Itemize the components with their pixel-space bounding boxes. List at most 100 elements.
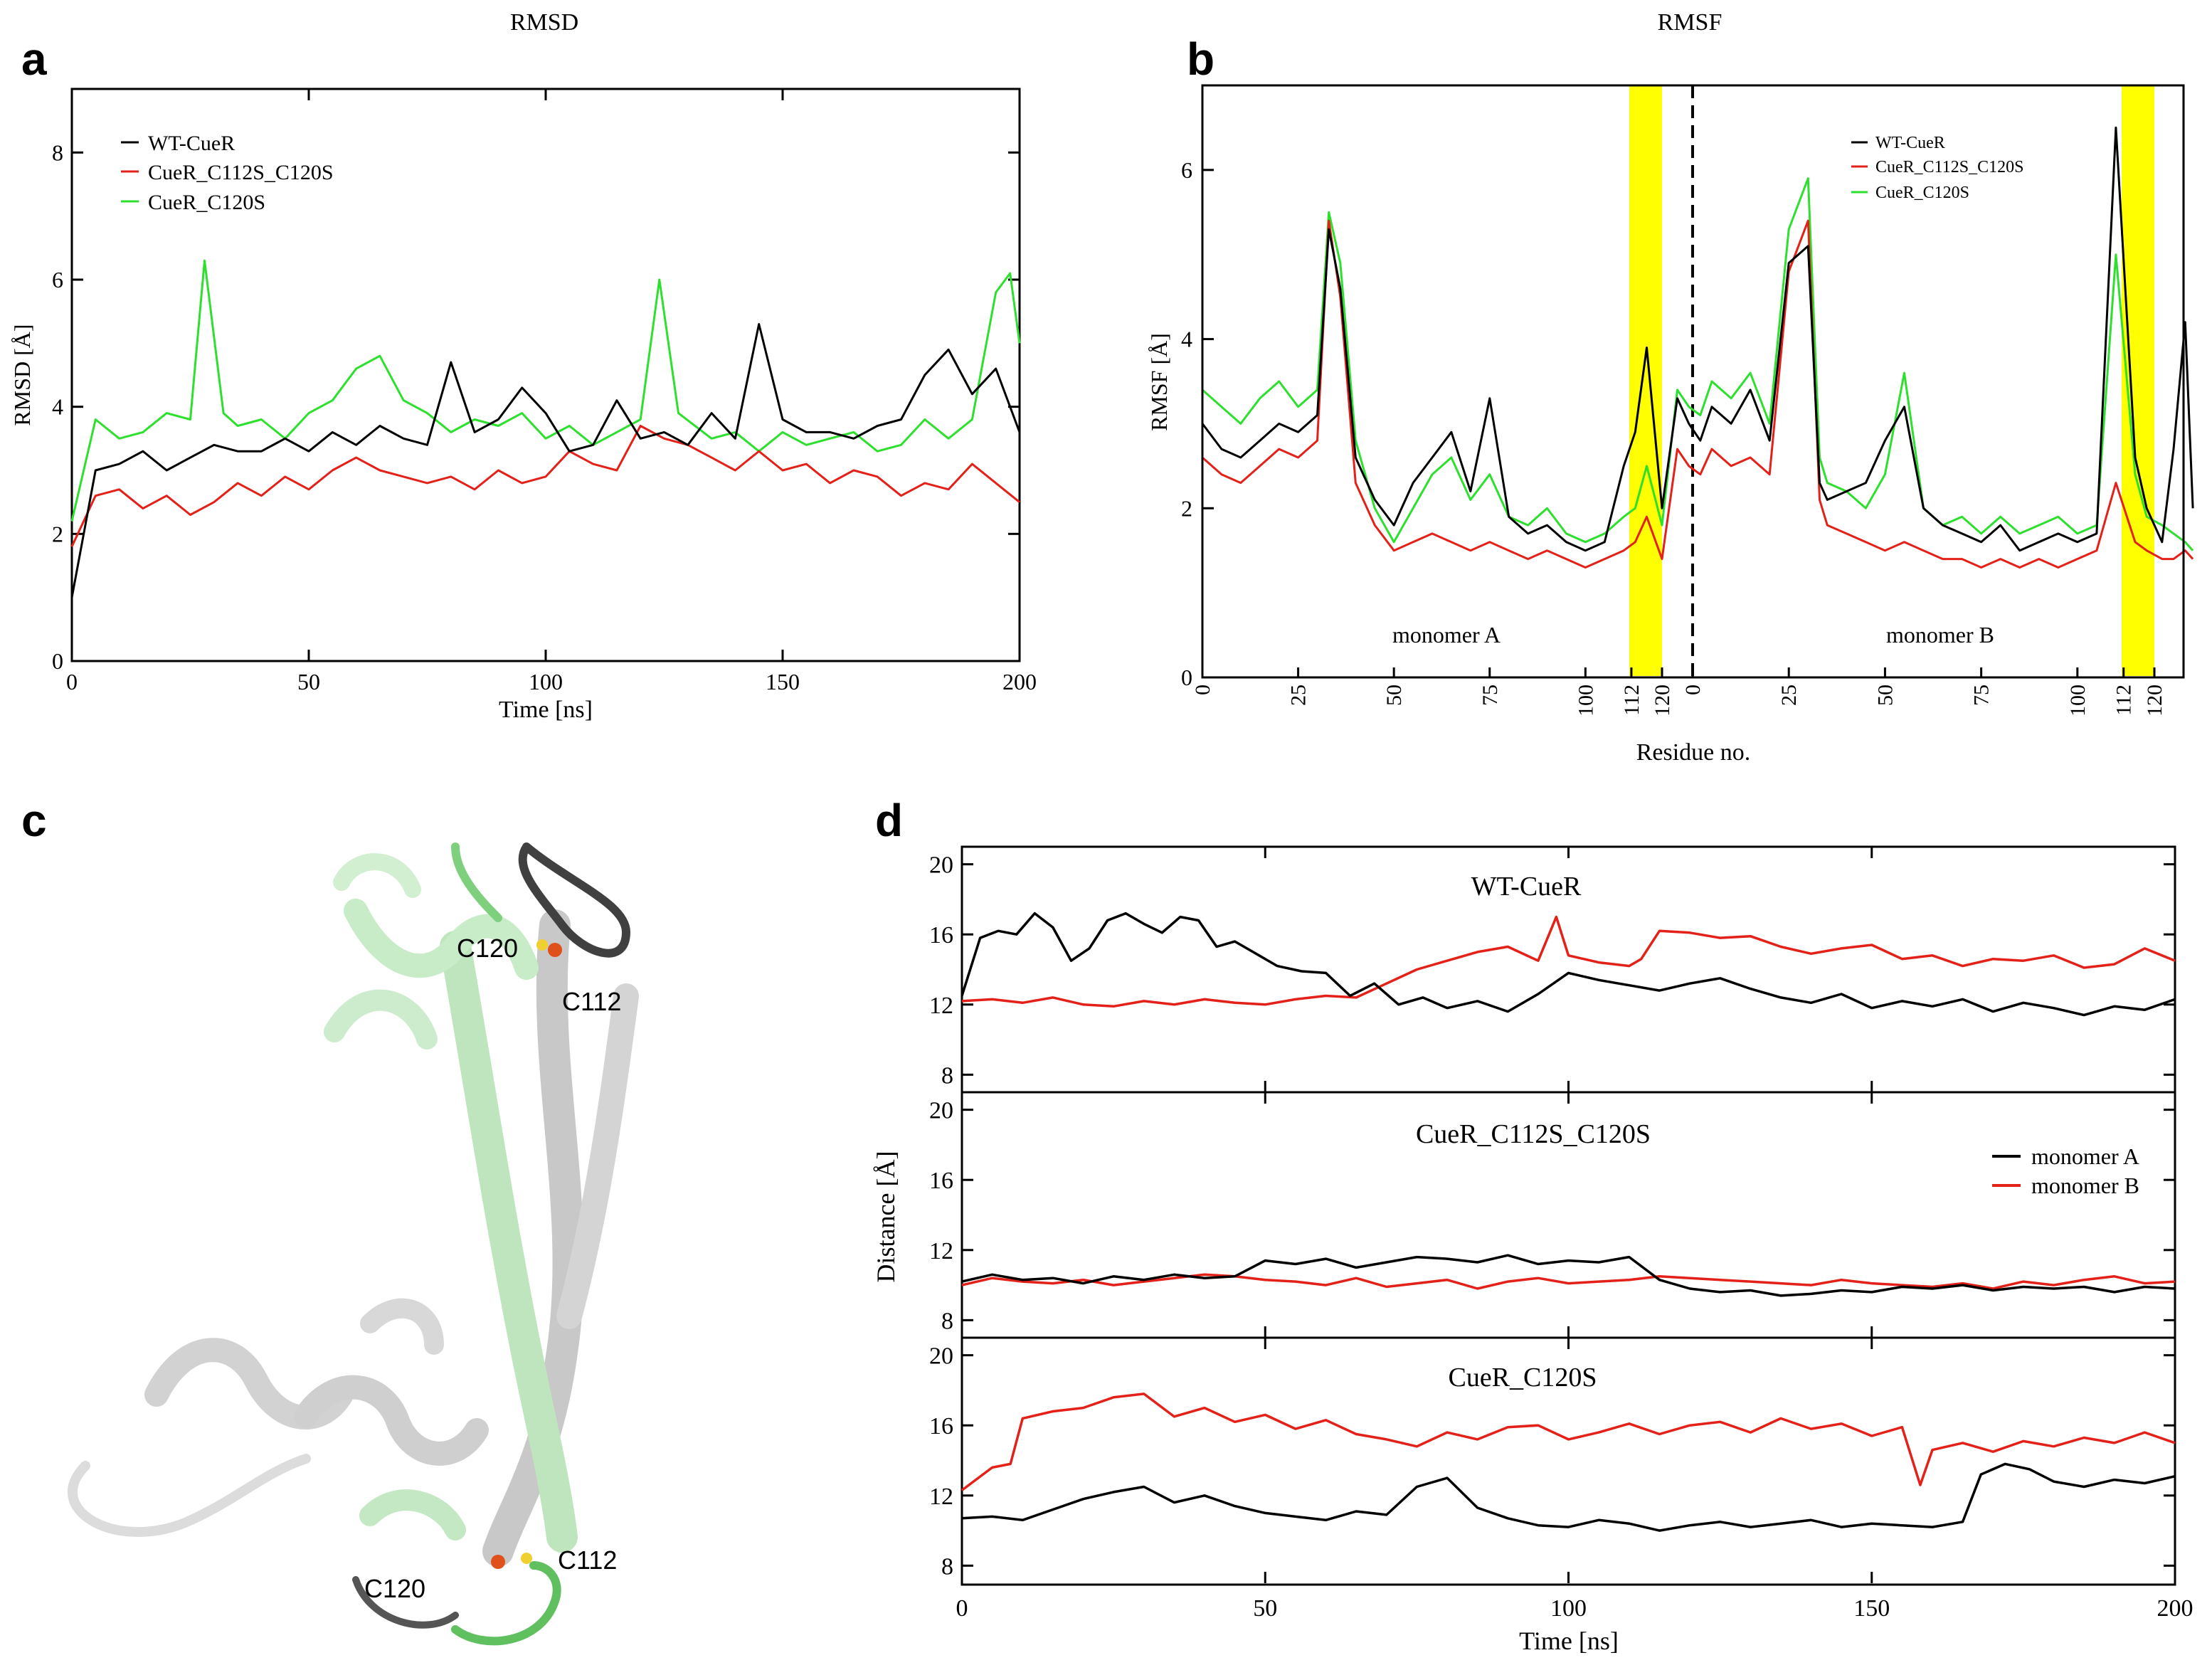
rmsd-ylabel: RMSD [Å] [9, 324, 35, 426]
y-tick-label: 8 [941, 1308, 953, 1334]
distance-xlabel: Time [ns] [1519, 1627, 1619, 1655]
distance-series-cuer-c120s-monomer-a [961, 1462, 2176, 1532]
y-tick-label: 8 [941, 1062, 953, 1089]
helix-grey-3 [360, 1298, 444, 1355]
legend-label-wt-cuer: WT-CueR [148, 132, 235, 155]
legend-label-c112s-c120s: CueR_C112S_C120S [1875, 158, 2024, 176]
legend-label-monomer-a: monomer A [2031, 1143, 2139, 1169]
rmsf-title: RMSF [1658, 9, 1722, 36]
distance-series-cuer-c112s-c120s-monomer-b [961, 1273, 2176, 1290]
x-tick-label: 50 [1253, 1595, 1277, 1622]
x-tick-label: 25 [1777, 685, 1801, 706]
rmsf-series-wt-cuer [1201, 126, 2194, 552]
helix-green-top [344, 899, 539, 980]
x-tick-label: 200 [1002, 669, 1037, 694]
y-tick-label: 16 [929, 922, 953, 948]
x-tick-label: 112 [2112, 685, 2136, 716]
y-tick-label: 20 [929, 1343, 953, 1370]
x-tick-label: 200 [2157, 1595, 2194, 1622]
helix-green-3 [333, 853, 421, 898]
helix-green-2 [324, 989, 438, 1050]
distance-series-cuer-c112s-c120s-monomer-a [961, 1254, 2176, 1297]
x-tick-label: 120 [1651, 685, 1674, 717]
x-tick-label: 150 [1853, 1595, 1890, 1622]
subplot-title-c120s: CueR_C120S [1448, 1363, 1597, 1392]
loop-grey-wing [67, 1454, 311, 1537]
panel-letter-d: d [875, 795, 903, 846]
copper-ion-bottom [491, 1555, 505, 1569]
loop-green-bottom [451, 1561, 561, 1646]
x-tick-label: 112 [1620, 685, 1644, 716]
x-tick-label: 50 [1382, 685, 1406, 706]
legend-label-monomer-b: monomer B [2031, 1173, 2139, 1198]
protein-structure-illustration [67, 842, 639, 1646]
distance-ylabel: Distance [Å] [872, 1151, 900, 1283]
x-tick-label: 0 [66, 669, 78, 694]
distance-series-wt-cuer-monomer-b [961, 915, 2176, 1008]
subplot-title-c112s-c120s: CueR_C112S_C120S [1416, 1119, 1651, 1149]
rmsd-legend: WT-CueR CueR_C112S_C120S CueR_C120S [121, 132, 334, 214]
y-tick-label: 16 [929, 1168, 953, 1194]
distance-series-wt-cuer-monomer-a [961, 911, 2176, 1017]
residue-label-c112-top: C112 [562, 987, 621, 1016]
rmsf-legend: WT-CueR CueR_C112S_C120S CueR_C120S [1851, 134, 2024, 202]
y-tick-label: 12 [929, 993, 953, 1019]
helix-green-bottom [359, 1489, 466, 1540]
rmsd-series-cuer-c120s [70, 259, 1021, 522]
y-tick-label: 0 [52, 648, 63, 674]
rmsf-ylabel: RMSF [Å] [1146, 333, 1172, 431]
x-tick-label: 100 [1574, 685, 1597, 717]
x-tick-label: 100 [1550, 1595, 1587, 1622]
x-tick-label: 150 [766, 669, 800, 694]
x-tick-label: 0 [1191, 685, 1215, 695]
y-tick-label: 2 [1181, 495, 1192, 521]
rmsf-series-cuer-c112s-c120s [1202, 219, 2194, 569]
y-tick-label: 16 [929, 1413, 953, 1439]
y-tick-label: 8 [941, 1553, 953, 1580]
legend-label-c120s: CueR_C120S [1875, 184, 1969, 202]
x-tick-label: 75 [1478, 685, 1502, 706]
y-tick-label: 12 [929, 1484, 953, 1510]
loop-black-top [518, 842, 630, 958]
loop-black-bottom [352, 1576, 459, 1629]
highlight-band-monomer-a [1629, 85, 1662, 676]
y-tick-label: 4 [52, 394, 63, 420]
residue-label-c112-bottom: C112 [558, 1545, 617, 1575]
rmsd-title: RMSD [510, 9, 578, 36]
y-tick-label: 0 [1181, 665, 1192, 690]
rmsf-series-cuer-c120s [1202, 177, 2194, 551]
y-tick-label: 2 [52, 521, 63, 546]
x-tick-label: 0 [956, 1595, 968, 1622]
y-tick-label: 12 [929, 1238, 953, 1264]
y-tick-label: 4 [1181, 327, 1192, 352]
distance-plot-frame [961, 845, 2176, 1586]
residue-label-c120-bottom: C120 [364, 1574, 425, 1603]
panel-letter-c: c [21, 795, 47, 846]
helix-green-long [440, 931, 578, 1553]
x-tick-label: 100 [529, 669, 563, 694]
loop-green-top [451, 842, 502, 922]
y-tick-label: 6 [1181, 157, 1192, 183]
legend-label-c120s: CueR_C120S [148, 191, 265, 214]
y-tick-label: 20 [929, 852, 953, 879]
panel-b: b RMSF 0 25 50 75 100 112 120 0 25 50 75 100 112 120 0… [1146, 9, 2194, 766]
sulfur-atom-top [536, 939, 548, 951]
subplot-title-wt-cuer: WT-CueR [1471, 872, 1582, 902]
annotation-monomer-a: monomer A [1392, 622, 1501, 648]
residue-label-c120-top: C120 [457, 934, 518, 963]
helix-grey-2 [294, 1375, 489, 1466]
copper-ion-top [548, 943, 562, 957]
helix-grey-back [556, 983, 639, 1329]
x-tick-label: 50 [297, 669, 320, 694]
y-tick-label: 8 [52, 139, 63, 165]
rmsd-xlabel: Time [ns] [499, 697, 593, 723]
distance-legend: monomer A monomer B [1992, 1143, 2139, 1198]
x-tick-label: 50 [1873, 685, 1897, 706]
y-tick-label: 20 [929, 1098, 953, 1124]
x-tick-label: 100 [2066, 685, 2090, 717]
distance-series-cuer-c120s-monomer-b [961, 1392, 2176, 1491]
panel-letter-b: b [1187, 33, 1215, 85]
x-tick-label: 120 [2143, 685, 2166, 717]
legend-label-c112s-c120s: CueR_C112S_C120S [148, 161, 334, 184]
